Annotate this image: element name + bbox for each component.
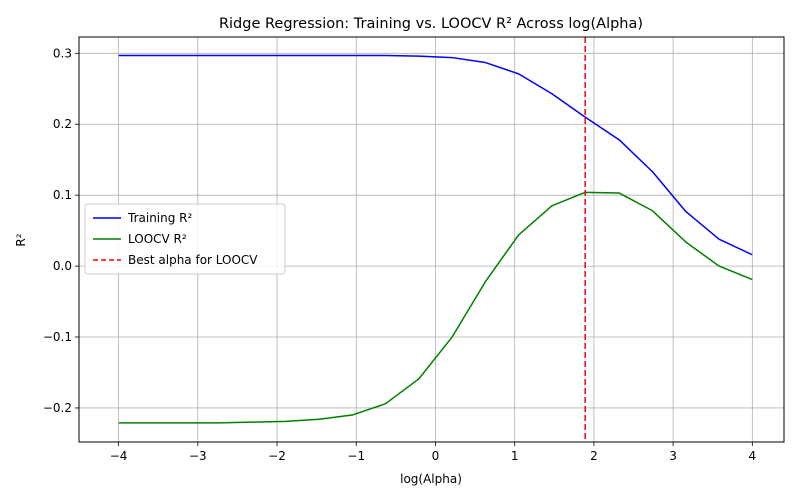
grid [79,37,784,442]
legend-label: LOOCV R² [128,232,187,246]
legend-label: Training R² [127,211,193,225]
y-tick-label: 0.3 [53,46,72,60]
legend: Training R² LOOCV R² Best alpha for LOOCV [84,203,286,275]
y-tick-label: 0.0 [53,259,72,273]
series-line-loocv [118,191,753,424]
y-tick-label: 0.1 [53,188,72,202]
legend-label: Best alpha for LOOCV [128,253,258,267]
x-tick-label: 0 [432,449,440,463]
plot-frame [78,36,785,443]
axis-ticks: −4 −3 −2 −1 0 1 2 3 4 −0.2 −0.1 0.0 0.1 0.2 0.3 [43,46,756,463]
x-tick-label: 2 [590,449,598,463]
y-tick-label: −0.1 [43,330,72,344]
y-tick-label: −0.2 [43,401,72,415]
y-axis-label: R² [14,233,28,246]
x-tick-label: 3 [669,449,677,463]
legend-box [84,203,286,275]
x-tick-label: −4 [110,449,128,463]
x-tick-label: −2 [268,449,286,463]
x-axis-label: log(Alpha) [400,472,462,486]
x-tick-label: −1 [347,449,365,463]
x-tick-label: 1 [511,449,519,463]
series-line-training [118,54,753,256]
y-tick-label: 0.2 [53,117,72,131]
chart-title: Ridge Regression: Training vs. LOOCV R² … [219,16,643,32]
x-tick-label: 4 [748,449,756,463]
plot-area [118,37,753,442]
x-tick-label: −3 [189,449,207,463]
